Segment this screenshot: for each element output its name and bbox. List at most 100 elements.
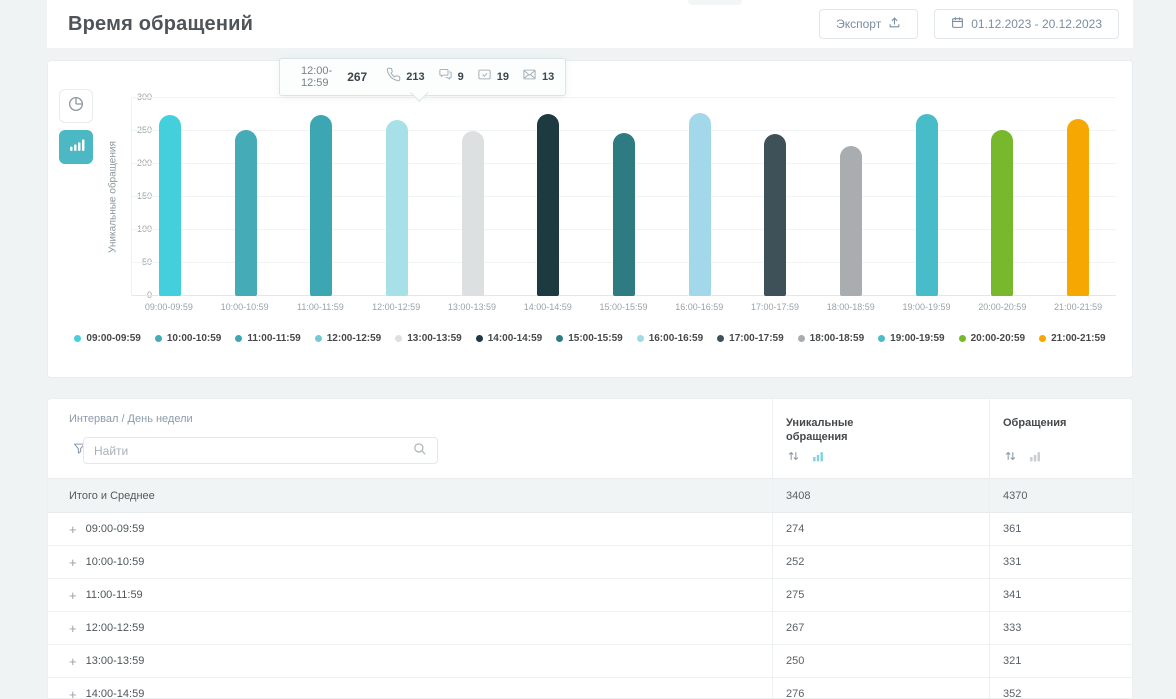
unique-requests-column-header: Уникальные обращения	[786, 417, 854, 444]
unique-requests-cell: 252	[786, 556, 805, 568]
table-body: +09:00-09:59 274 361 +10:00-10:59 252 331 +11:…	[48, 513, 1132, 699]
bar-20:00-20:59[interactable]	[991, 130, 1014, 296]
legend-dot	[878, 335, 886, 342]
table-row-13:00-13:59[interactable]: +13:00-13:59 250 321	[48, 645, 1132, 678]
column-chart-icon[interactable]	[811, 450, 825, 463]
requests-cell: 352	[1003, 688, 1022, 699]
legend-item-20:00-20:59[interactable]: 20:00-20:59	[958, 333, 1025, 344]
legend-dot	[636, 335, 644, 342]
unique-requests-cell: 267	[786, 622, 805, 634]
date-range-button[interactable]: 01.12.2023 - 20.12.2023	[934, 9, 1119, 39]
x-tick-label: 11:00-11:59	[297, 302, 344, 312]
sort-arrows-icon[interactable]	[786, 449, 801, 463]
legend-label: 14:00-14:59	[487, 333, 543, 344]
bar-13:00-13:59[interactable]	[461, 131, 484, 296]
x-tick-label: 16:00-16:59	[675, 302, 724, 312]
unique-requests-cell: 275	[786, 589, 805, 601]
bar-17:00-17:59[interactable]	[764, 134, 787, 296]
bar-column	[208, 98, 284, 296]
tooltip-phone-group: 213	[386, 67, 425, 87]
legend-dot	[74, 335, 82, 342]
bar-16:00-16:59[interactable]	[688, 112, 711, 296]
requests-cell: 321	[1003, 655, 1022, 667]
expand-plus-icon[interactable]: +	[69, 587, 77, 603]
expand-plus-icon[interactable]: +	[69, 686, 77, 699]
legend-label: 11:00-11:59	[247, 333, 301, 344]
bar-10:00-10:59[interactable]	[234, 129, 257, 296]
table-row-11:00-11:59[interactable]: +11:00-11:59 275 341	[48, 579, 1132, 612]
requests-cell: 341	[1003, 589, 1022, 601]
requests-cell: 361	[1003, 523, 1022, 535]
bar-column	[586, 98, 662, 296]
legend-dot	[154, 335, 162, 342]
table-row-09:00-09:59[interactable]: +09:00-09:59 274 361	[48, 513, 1132, 546]
intervals-table: Интервал / День недели Уникальные обраще…	[47, 398, 1133, 699]
legend-item-17:00-17:59[interactable]: 17:00-17:59	[717, 333, 784, 344]
expand-plus-icon[interactable]: +	[69, 653, 77, 669]
bar-15:00-15:59[interactable]	[612, 132, 635, 296]
legend-item-15:00-15:59[interactable]: 15:00-15:59	[556, 333, 623, 344]
bar-21:00-21:59[interactable]	[1067, 119, 1090, 296]
table-header: Интервал / День недели Уникальные обраще…	[48, 399, 1132, 479]
legend-item-12:00-12:59[interactable]: 12:00-12:59	[314, 333, 382, 344]
chart-card: Уникальные обращения 050100150200250300 …	[47, 58, 1133, 378]
legend-label: 12:00-12:59	[326, 333, 382, 344]
interval-cell: +12:00-12:59	[48, 621, 772, 636]
legend-item-21:00-21:59[interactable]: 21:00-21:59	[1039, 333, 1106, 344]
requests-cell: 333	[1003, 622, 1022, 634]
interval-cell: +11:00-11:59	[48, 588, 772, 603]
interval-label: 12:00-12:59	[85, 622, 145, 634]
interval-cell: +14:00-14:59	[48, 687, 772, 699]
legend-dot	[314, 335, 322, 342]
interval-label: 13:00-13:59	[85, 655, 145, 667]
bar-11:00-11:59[interactable]	[310, 114, 333, 296]
search-input[interactable]	[94, 443, 412, 458]
search-icon[interactable]	[412, 441, 427, 461]
expand-plus-icon[interactable]: +	[69, 554, 77, 570]
legend-item-11:00-11:59[interactable]: 11:00-11:59	[235, 333, 301, 344]
table-row-14:00-14:59[interactable]: +14:00-14:59 276 352	[48, 678, 1132, 699]
expand-plus-icon[interactable]: +	[69, 521, 77, 537]
tooltip-email-group: 13	[522, 67, 554, 87]
bar-column	[738, 98, 814, 296]
tooltip-interval: 12:00-12:59	[301, 65, 333, 89]
table-row-12:00-12:59[interactable]: +12:00-12:59 267 333	[48, 612, 1132, 645]
expand-plus-icon[interactable]: +	[69, 620, 77, 636]
bar-18:00-18:59[interactable]	[840, 146, 863, 296]
x-tick-label: 13:00-13:59	[447, 302, 496, 312]
bar-chart-toggle-button[interactable]	[59, 130, 93, 164]
legend-item-16:00-16:59[interactable]: 16:00-16:59	[636, 333, 703, 344]
bar-12:00-12:59[interactable]	[385, 119, 408, 296]
x-tick-label: 12:00-12:59	[372, 302, 421, 312]
legend-label: 09:00-09:59	[86, 333, 141, 344]
unique-requests-column-tools	[786, 449, 825, 463]
table-row-10:00-10:59[interactable]: +10:00-10:59 252 331	[48, 546, 1132, 579]
legend-item-18:00-18:59[interactable]: 18:00-18:59	[797, 333, 865, 344]
legend-label: 18:00-18:59	[809, 333, 865, 344]
x-tick-label: 21:00-21:59	[1054, 302, 1103, 312]
bar-09:00-09:59[interactable]	[158, 115, 181, 296]
interval-label: 14:00-14:59	[85, 688, 145, 699]
legend-item-13:00-13:59[interactable]: 13:00-13:59	[395, 333, 462, 344]
bar-14:00-14:59[interactable]	[537, 113, 560, 296]
requests-column-header: Обращения	[1003, 417, 1067, 429]
pie-chart-toggle-button[interactable]	[59, 89, 93, 123]
total-row: Итого и Среднее 3408 4370	[48, 479, 1132, 513]
legend-item-09:00-09:59[interactable]: 09:00-09:59	[74, 333, 141, 344]
legend-item-14:00-14:59[interactable]: 14:00-14:59	[475, 333, 543, 344]
legend-label: 21:00-21:59	[1051, 333, 1106, 344]
calendar-icon	[951, 16, 964, 32]
column-chart-icon[interactable]	[1028, 450, 1042, 463]
legend-label: 17:00-17:59	[729, 333, 784, 344]
x-tick-label: 15:00-15:59	[599, 302, 648, 312]
bar-column	[283, 98, 359, 296]
interval-label: 11:00-11:59	[85, 589, 143, 601]
legend-item-19:00-19:59[interactable]: 19:00-19:59	[878, 333, 945, 344]
x-tick-label: 20:00-20:59	[978, 302, 1027, 312]
legend-item-10:00-10:59[interactable]: 10:00-10:59	[154, 333, 221, 344]
sort-arrows-icon[interactable]	[1003, 449, 1018, 463]
total-requests-value: 4370	[1003, 489, 1028, 502]
x-tick-label: 14:00-14:59	[523, 302, 572, 312]
export-button[interactable]: Экспорт	[819, 9, 919, 39]
bar-19:00-19:59[interactable]	[915, 113, 938, 296]
